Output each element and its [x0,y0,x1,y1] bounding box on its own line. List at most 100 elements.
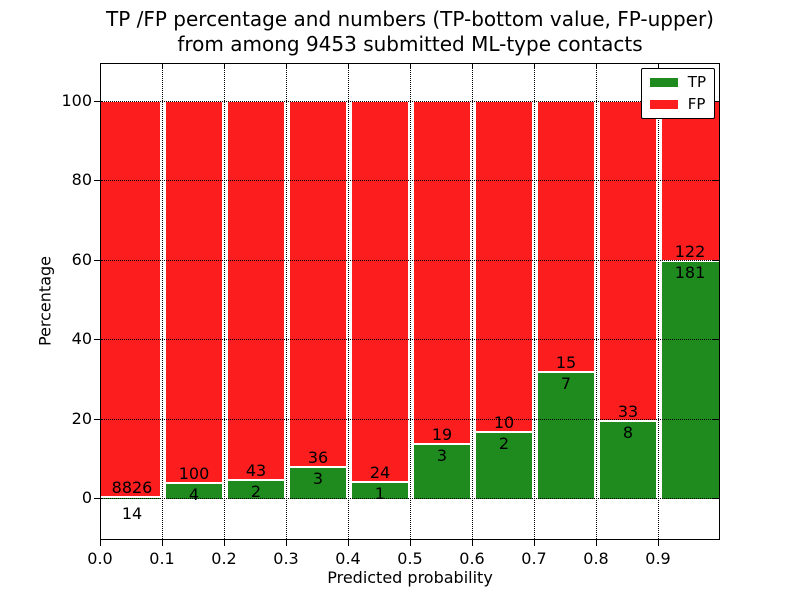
chart-title-line-2: from among 9453 submitted ML-type contac… [177,32,643,56]
stacked-bar [101,102,160,499]
y-tick-mark [94,339,100,341]
gridline-horizontal [101,498,719,499]
x-axis-label: Predicted probability [327,568,493,587]
stacked-bar [414,102,470,499]
gridline-vertical [410,64,411,539]
stacked-bar [538,102,594,499]
stacked-bar [476,102,532,499]
legend: TP FP [640,68,715,119]
gridline-vertical [534,64,535,539]
x-tick-mark [224,540,225,546]
fp-count-label: 43 [245,461,267,480]
stacked-bar [290,102,346,499]
y-tick-label: 40 [71,329,92,349]
y-tick-label: 80 [71,170,92,190]
legend-entry-tp: TP [649,73,706,91]
fp-count-label: 8826 [111,478,153,497]
y-tick-label: 60 [71,249,92,269]
x-tick-mark [162,540,163,546]
fp-count-label: 33 [617,402,639,421]
bar-segment-fp [414,102,470,445]
tp-count-label: 3 [436,446,448,465]
bar-segment-fp [101,102,160,498]
x-tick-label: 0.4 [335,549,361,568]
gridline-vertical [162,64,163,539]
y-tick-label: 100 [61,91,92,110]
x-tick-mark [100,540,101,546]
bar-segment-tp [600,422,656,499]
legend-entry-fp: FP [649,97,706,112]
stacked-bar [662,102,719,499]
y-tick-label: 20 [71,408,92,428]
gridline-horizontal [101,259,719,261]
x-tick-mark [534,540,535,546]
bar-segment-fp [600,102,656,422]
tp-count-label: 4 [188,485,200,504]
bar-segment-tp [166,484,222,499]
gridline-vertical [348,64,349,539]
y-tick-label: 0 [81,488,92,507]
y-tick-mark [94,180,100,182]
bar-segment-tp [538,373,594,499]
bar-segment-fp [538,102,594,373]
legend-label-tp: TP [687,73,706,91]
legend-swatch-fp-icon [649,100,678,109]
x-tick-label: 0.0 [87,549,113,568]
x-tick-mark [596,540,597,546]
tp-count-label: 7 [560,374,572,393]
x-tick-label: 0.6 [459,549,485,568]
fp-count-label: 24 [369,463,391,482]
gridline-horizontal [101,339,719,341]
y-tick-mark [94,418,100,420]
bar-segment-fp [228,102,284,481]
tp-count-label: 181 [674,263,706,282]
x-tick-mark [348,540,349,546]
x-tick-mark [286,540,287,546]
y-tick-mark [94,259,100,261]
x-tick-label: 0.3 [273,549,299,568]
x-tick-mark [472,540,473,546]
bar-segment-tp [662,262,719,499]
x-tick-label: 0.9 [645,549,671,568]
gridline-vertical [596,64,597,539]
fp-count-label: 10 [493,413,515,432]
gridline-horizontal [101,101,719,102]
x-tick-label: 0.1 [149,549,175,568]
bar-segment-tp [476,433,532,499]
gridline-horizontal [101,180,719,182]
x-tick-label: 0.8 [583,549,609,568]
x-tick-mark [410,540,411,546]
tp-count-label: 2 [498,434,510,453]
fp-count-label: 36 [307,448,329,467]
gridline-vertical [286,64,287,539]
chart-title-line-1: TP /FP percentage and numbers (TP-bottom… [106,7,714,31]
stacked-bar [600,102,656,499]
bar-segment-fp [352,102,408,483]
stacked-bar [228,102,284,499]
stacked-bar [352,102,408,499]
bar-segment-tp [352,483,408,499]
y-tick-mark [94,498,100,499]
chart-title: TP /FP percentage and numbers (TP-bottom… [106,7,714,57]
tp-count-label: 1 [374,484,386,503]
fp-count-label: 19 [431,425,453,444]
fp-count-label: 100 [178,464,210,483]
bar-segment-fp [166,102,222,484]
tp-count-label: 2 [250,482,262,501]
gridline-vertical [658,64,659,539]
bar-segment-tp [228,481,284,499]
x-tick-mark [658,540,659,546]
stacked-bar [166,102,222,499]
legend-swatch-tp-icon [649,78,678,87]
fp-count-label: 122 [674,242,706,261]
tp-count-label: 3 [312,469,324,488]
fp-count-label: 15 [555,353,577,372]
bar-segment-tp [290,468,346,499]
gridline-vertical [224,64,225,539]
x-tick-label: 0.5 [397,549,423,568]
x-tick-label: 0.2 [211,549,237,568]
bar-segment-fp [476,102,532,433]
y-tick-mark [94,101,100,102]
bar-segment-fp [290,102,346,468]
tp-count-label: 14 [121,504,143,523]
